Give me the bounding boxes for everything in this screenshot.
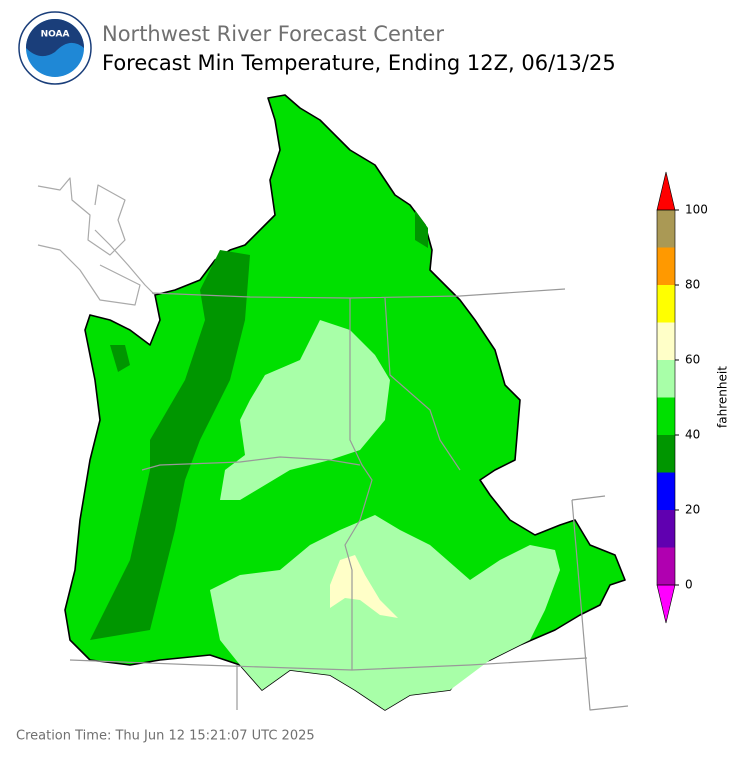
colorbar-bin xyxy=(657,510,675,548)
coastline xyxy=(37,177,161,306)
agency-title: Northwest River Forecast Center xyxy=(102,22,444,46)
colorbar-bin xyxy=(657,360,675,398)
cool-zones xyxy=(90,210,428,640)
map xyxy=(37,94,629,711)
colorbar-tick-label: 60 xyxy=(685,353,700,367)
colorbar-bin xyxy=(657,322,675,360)
colorbar-bin xyxy=(657,210,675,248)
colorbar-bin xyxy=(657,472,675,510)
colorbar-bin xyxy=(657,247,675,285)
colorbar-bin xyxy=(657,397,675,435)
colorbar-tick-label: 80 xyxy=(685,278,700,292)
noaa-logo: NOAA xyxy=(18,11,92,85)
creation-time: Creation Time: Thu Jun 12 15:21:07 UTC 2… xyxy=(16,729,315,744)
colorbar: 0 20 40 60 80 100 xyxy=(656,171,708,624)
colorbar-label: fahrenheit xyxy=(716,366,730,428)
colorbar-bin xyxy=(657,435,675,473)
colorbar-bin xyxy=(657,285,675,323)
map-title: Forecast Min Temperature, Ending 12Z, 06… xyxy=(102,51,616,75)
colorbar-frame xyxy=(656,209,676,586)
logo-text: NOAA xyxy=(41,30,70,40)
state-borders xyxy=(69,288,629,711)
colorbar-tick-label: 0 xyxy=(685,578,693,592)
colorbar-tick-label: 100 xyxy=(685,203,708,217)
warm-zone xyxy=(330,555,398,618)
colorbar-tick-label: 20 xyxy=(685,503,700,517)
colorbar-tick-label: 40 xyxy=(685,428,700,442)
colorbar-bin xyxy=(657,547,675,585)
